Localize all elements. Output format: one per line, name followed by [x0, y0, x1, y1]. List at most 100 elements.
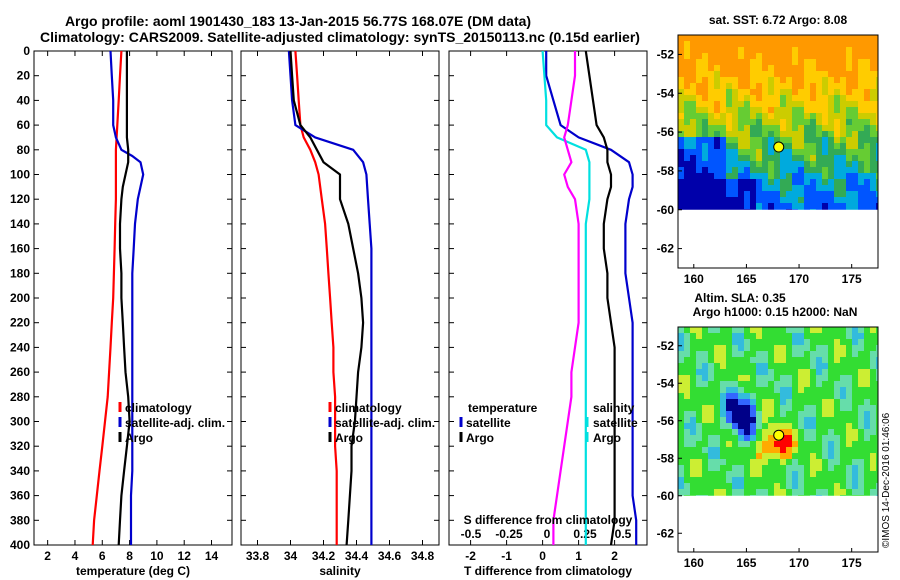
sst-map-cell: [858, 89, 864, 95]
sla-map-cell: [726, 489, 732, 495]
sst-map-cell: [708, 131, 714, 137]
sla-map-cell: [792, 441, 798, 447]
sst-map-cell: [690, 71, 696, 77]
sla-map-cell: [708, 357, 714, 363]
sla-map-cell: [816, 435, 822, 441]
sla-map-cell: [828, 453, 834, 459]
sst-map-cell: [816, 179, 822, 185]
sla-map-cell: [810, 435, 816, 441]
sla-map-cell: [720, 363, 726, 369]
sst-map-cell: [804, 59, 810, 65]
sst-map-cell: [822, 65, 828, 71]
sla-map-cell: [834, 393, 840, 399]
sla-map-cell: [714, 369, 720, 375]
sst-map-cell: [720, 209, 726, 210]
sst-map-cell: [780, 53, 786, 59]
sst-map-cell: [798, 185, 804, 191]
sst-map-cell: [780, 83, 786, 89]
sst-map-cell: [702, 173, 708, 179]
sst-map-cell: [858, 161, 864, 167]
sst-map-cell: [744, 77, 750, 83]
sst-map-cell: [768, 101, 774, 107]
sst-map-cell: [786, 125, 792, 131]
sla-map-cell: [804, 399, 810, 405]
sla-map-cell: [726, 471, 732, 477]
sla-map-cell: [828, 357, 834, 363]
sla-map-cell: [852, 441, 858, 447]
sst-map-cell: [840, 143, 846, 149]
sla-map-cell: [720, 477, 726, 483]
sst-map-cell: [714, 35, 720, 41]
sla-map-cell: [834, 471, 840, 477]
sst-map-cell: [810, 77, 816, 83]
sla-map-cell: [690, 345, 696, 351]
sla-map-cell: [822, 381, 828, 387]
sla-map-cell: [720, 333, 726, 339]
sst-map-cell: [678, 149, 684, 155]
sst-map-cell: [720, 131, 726, 137]
sla-map-cell: [828, 483, 834, 489]
sla-map-cell: [756, 387, 762, 393]
sla-map-cell: [846, 363, 852, 369]
sst-map-cell: [816, 203, 822, 209]
sla-map-cell: [810, 459, 816, 465]
sla-map-cell: [768, 411, 774, 417]
sla-map-cell: [726, 339, 732, 345]
sla-map-cell: [726, 381, 732, 387]
sla-map-cell: [858, 489, 864, 495]
sla-map-cell: [846, 459, 852, 465]
sst-map-cell: [852, 101, 858, 107]
sla-map-cell: [858, 453, 864, 459]
sst-map-cell: [696, 53, 702, 59]
sst-map-frame: [677, 34, 879, 269]
sst-map-cell: [774, 137, 780, 143]
sla-map-cell: [810, 465, 816, 471]
sla-map-cell: [684, 393, 690, 399]
sla-map-cell: [816, 357, 822, 363]
sst-map-cell: [726, 143, 732, 149]
sla-map-cell: [762, 447, 768, 453]
salinity-legend-argo: Argo: [335, 431, 363, 445]
sst-map-cell: [876, 83, 878, 89]
sla-map-cell: [750, 459, 756, 465]
sst-map-cell: [768, 149, 774, 155]
sla-map-cell: [732, 357, 738, 363]
sst-map-cell: [828, 185, 834, 191]
sst-map-cell: [864, 149, 870, 155]
sla-map-cell: [816, 429, 822, 435]
sla-map-cell: [822, 327, 828, 333]
sla-map-cell: [750, 423, 756, 429]
sla-map-cell: [804, 369, 810, 375]
sla-map-cell: [870, 471, 876, 477]
sst-map-cell: [708, 101, 714, 107]
sla-map-cell: [786, 393, 792, 399]
sst-map-cell: [690, 143, 696, 149]
sst-map-cell: [810, 161, 816, 167]
sla-map-cell: [774, 381, 780, 387]
sst-map-cell: [858, 155, 864, 161]
sst-map-cell: [750, 101, 756, 107]
sst-map-cell: [780, 41, 786, 47]
sst-map-cell: [762, 209, 768, 210]
sla-map-cell: [738, 375, 744, 381]
sla-map-cell: [744, 369, 750, 375]
sst-map-ytick-label: -56: [657, 125, 675, 139]
sst-map-cell: [804, 125, 810, 131]
sst-map-cell: [816, 47, 822, 53]
sst-map-cell: [822, 167, 828, 173]
sst-map-cell: [744, 161, 750, 167]
sla-map-cell: [768, 369, 774, 375]
sla-map-cell: [876, 471, 878, 477]
sla-map-cell: [750, 447, 756, 453]
sla-map-cell: [834, 405, 840, 411]
sst-map-cell: [822, 41, 828, 47]
sst-map-cell: [768, 161, 774, 167]
sla-map-cell: [696, 465, 702, 471]
sst-map-cell: [840, 83, 846, 89]
sla-map-cell: [792, 429, 798, 435]
sst-map-cell: [684, 89, 690, 95]
sst-map-cell: [726, 119, 732, 125]
sst-map-cell: [696, 173, 702, 179]
sst-map-cell: [732, 191, 738, 197]
sst-map-cell: [756, 161, 762, 167]
